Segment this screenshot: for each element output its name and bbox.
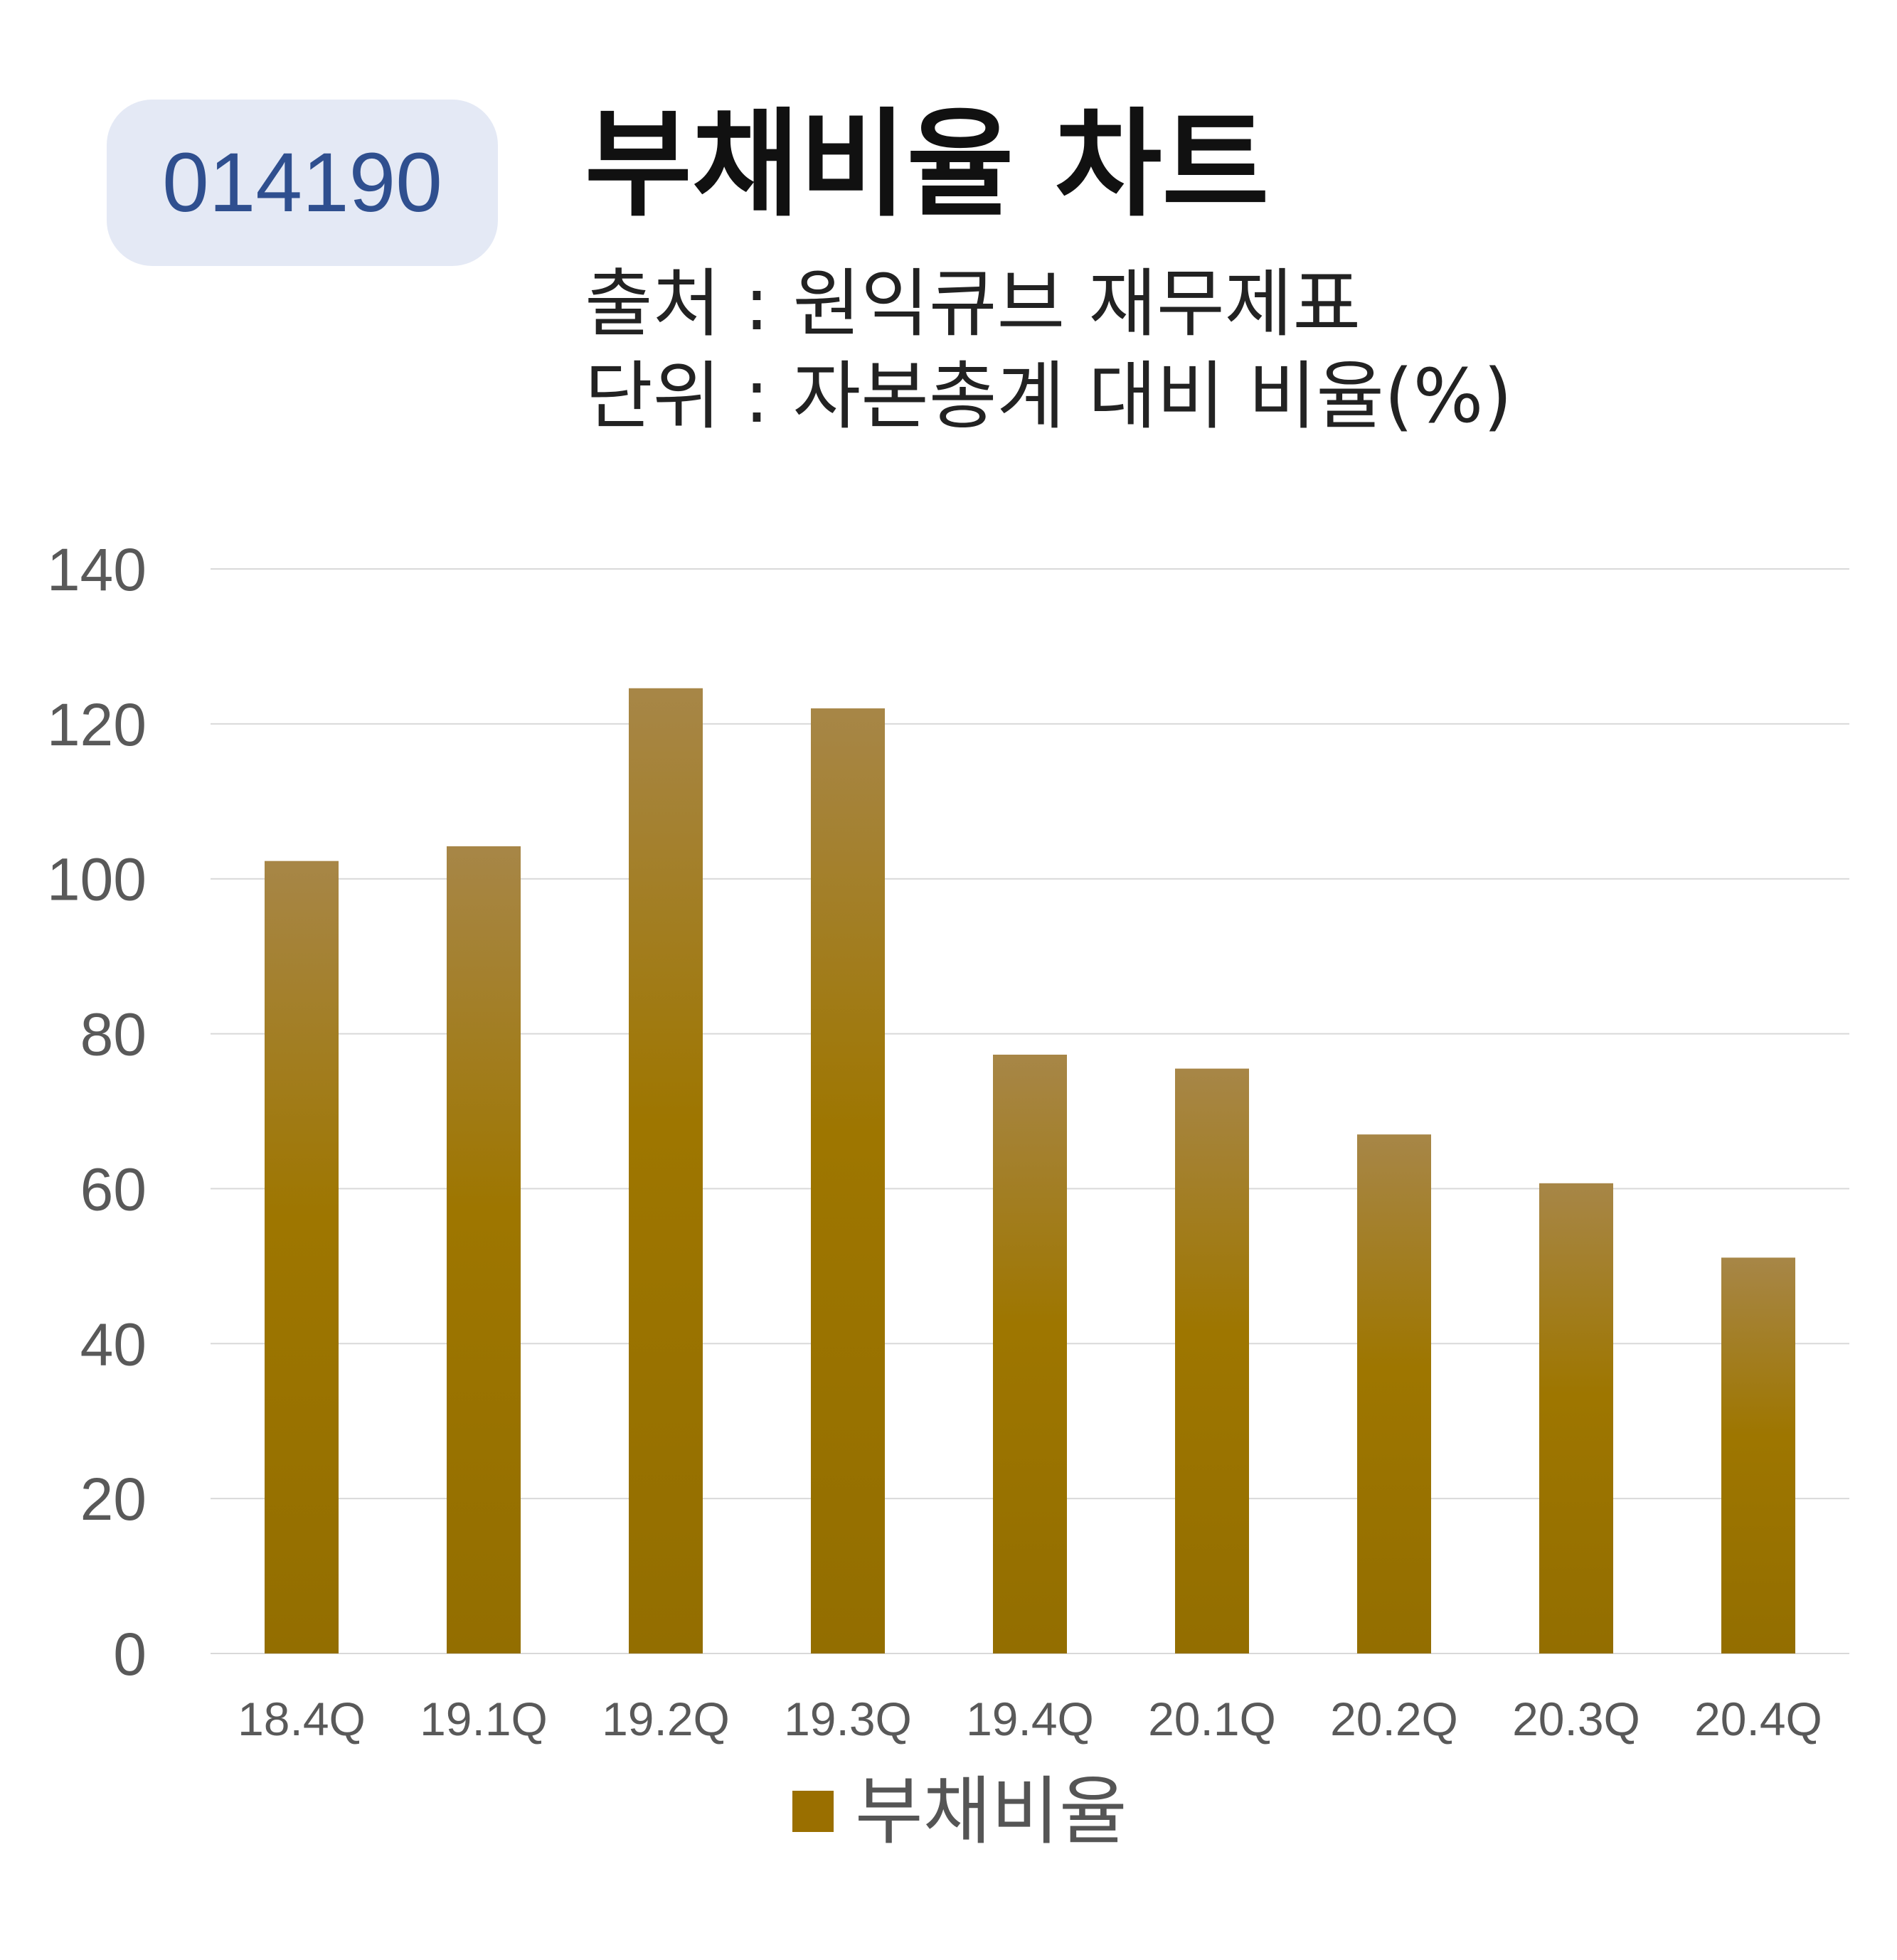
x-axis-ticks: 18.4Q 19.1Q 19.2Q 19.3Q 19.4Q 20.1Q 20.2Q 20.3Q… (238, 1693, 1822, 1745)
y-tick-label: 80 (80, 1001, 147, 1068)
source-note: 출처 : 원익큐브 재무제표 (585, 260, 1361, 347)
x-tick-label: 19.4Q (966, 1693, 1094, 1745)
x-tick-label: 20.4Q (1694, 1693, 1822, 1745)
x-tick-label: 19.2Q (602, 1693, 730, 1745)
bar (993, 1054, 1067, 1653)
y-tick-label: 140 (47, 536, 147, 603)
y-tick-label: 120 (47, 691, 147, 758)
stock-code: 014190 (162, 136, 442, 230)
x-tick-label: 20.1Q (1148, 1693, 1276, 1745)
bar (629, 688, 703, 1653)
bar (265, 861, 339, 1653)
legend-swatch (792, 1791, 834, 1832)
legend-label: 부채비율 (855, 1768, 1127, 1855)
chart-title: 부채비율 차트 (585, 97, 1270, 233)
y-tick-label: 0 (113, 1621, 147, 1688)
bar (1175, 1068, 1249, 1653)
bars (265, 688, 1795, 1653)
stock-code-badge: 014190 (107, 100, 498, 266)
x-tick-label: 19.3Q (784, 1693, 912, 1745)
y-tick-label: 40 (80, 1311, 147, 1378)
bar (811, 708, 885, 1653)
y-tick-label: 100 (47, 846, 147, 913)
unit-note: 단위 : 자본총계 대비 비율(%) (585, 353, 1513, 440)
x-tick-label: 20.3Q (1512, 1693, 1640, 1745)
bar (1357, 1134, 1431, 1653)
bar (447, 846, 521, 1653)
y-tick-label: 60 (80, 1156, 147, 1223)
bar (1539, 1183, 1613, 1653)
x-tick-label: 18.4Q (238, 1693, 366, 1745)
bar (1721, 1257, 1795, 1653)
y-tick-label: 20 (80, 1466, 147, 1533)
x-tick-label: 20.2Q (1330, 1693, 1458, 1745)
y-axis-ticks: 0 20 40 60 80 100 120 140 (47, 536, 147, 1688)
legend: 부채비율 (792, 1774, 1127, 1848)
x-tick-label: 19.1Q (420, 1693, 548, 1745)
